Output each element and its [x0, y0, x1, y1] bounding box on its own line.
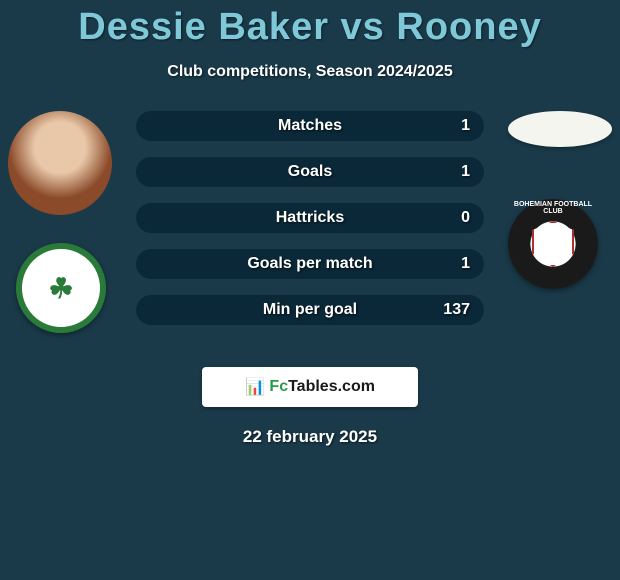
stat-label: Goals	[136, 163, 484, 181]
stat-row-hattricks: Hattricks 0	[136, 203, 484, 233]
stat-label: Hattricks	[136, 209, 484, 227]
stat-label: Goals per match	[136, 255, 484, 273]
stat-rows: Matches 1 Goals 1 Hattricks 0 Goals per …	[136, 111, 484, 341]
stats-area: Matches 1 Goals 1 Hattricks 0 Goals per …	[0, 111, 620, 361]
club-badge-right	[508, 199, 598, 289]
stat-right-value: 137	[443, 301, 470, 319]
stat-row-goals: Goals 1	[136, 157, 484, 187]
stat-right-value: 1	[461, 163, 470, 181]
source-logo[interactable]: 📊 FcTables.com	[202, 367, 418, 407]
chart-icon: 📊	[245, 377, 265, 397]
stat-row-matches: Matches 1	[136, 111, 484, 141]
club-badge-left	[16, 243, 106, 333]
stat-label: Matches	[136, 117, 484, 135]
logo-fc: Fc	[269, 378, 288, 396]
stat-right-value: 0	[461, 209, 470, 227]
stat-right-value: 1	[461, 117, 470, 135]
subtitle: Club competitions, Season 2024/2025	[0, 63, 620, 81]
stat-right-value: 1	[461, 255, 470, 273]
player-left-column	[8, 111, 112, 333]
comparison-card: Dessie Baker vs Rooney Club competitions…	[0, 0, 620, 447]
stat-label: Min per goal	[136, 301, 484, 319]
stat-row-min-per-goal: Min per goal 137	[136, 295, 484, 325]
player-right-avatar	[508, 111, 612, 147]
stat-row-goals-per-match: Goals per match 1	[136, 249, 484, 279]
avatar-face-icon	[8, 111, 112, 215]
player-right-column	[508, 111, 612, 289]
player-left-avatar	[8, 111, 112, 215]
date-line: 22 february 2025	[0, 427, 620, 447]
logo-rest: Tables.com	[288, 378, 375, 396]
page-title: Dessie Baker vs Rooney	[0, 0, 620, 49]
